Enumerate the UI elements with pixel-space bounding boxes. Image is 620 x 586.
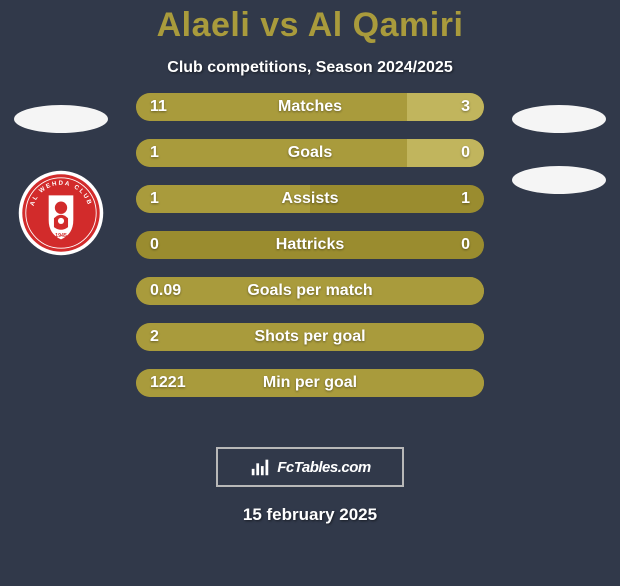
source-label: FcTables.com [277, 459, 370, 476]
bar-value-right: 1 [461, 190, 470, 208]
bar-value-left: 2 [150, 328, 159, 346]
stat-bar: 2 Shots per goal [136, 323, 484, 351]
shield-badge-icon: AL WEHDA CLUB 1945 [17, 169, 105, 257]
bar-fill-left [136, 139, 407, 167]
bar-value-right: 0 [461, 144, 470, 162]
bar-value-left: 11 [150, 98, 167, 116]
stat-bar: 0 0 Hattricks [136, 231, 484, 259]
stat-bars: 113Matches10Goals11Assists00Hattricks0.0… [136, 93, 484, 415]
page-title: Alaeli vs Al Qamiri [0, 6, 620, 45]
source-box: FcTables.com [216, 447, 404, 487]
stat-bar: 0.09 Goals per match [136, 277, 484, 305]
bar-label: Hattricks [276, 236, 344, 254]
date-label: 15 february 2025 [0, 505, 620, 525]
bar-chart-icon [249, 456, 271, 478]
subtitle: Club competitions, Season 2024/2025 [0, 59, 620, 77]
player-photo-placeholder-left [14, 105, 108, 133]
bar-fill-left [136, 93, 407, 121]
club-badge-left: AL WEHDA CLUB 1945 [14, 166, 108, 260]
stat-bar: 1 1 Assists [136, 185, 484, 213]
bar-label: Shots per goal [254, 328, 365, 346]
svg-text:1945: 1945 [55, 233, 67, 239]
bar-label: Min per goal [263, 374, 357, 392]
player-photo-placeholder-right-2 [512, 166, 606, 194]
bar-value-right: 0 [461, 236, 470, 254]
bar-value-left: 0.09 [150, 282, 181, 300]
bar-fill-right [407, 93, 484, 121]
stat-bar: 11 3 Matches [136, 93, 484, 121]
bar-value-left: 1 [150, 190, 159, 208]
bar-value-left: 1221 [150, 374, 186, 392]
bar-fill-right [407, 139, 484, 167]
bar-value-right: 3 [461, 98, 470, 116]
player-photo-placeholder-right-1 [512, 105, 606, 133]
bar-label: Goals per match [247, 282, 372, 300]
bar-label: Goals [288, 144, 332, 162]
comparison-area: AL WEHDA CLUB 1945 113Matches10Goals11As… [0, 105, 620, 435]
stat-bar: 1221 Min per goal [136, 369, 484, 397]
bar-value-left: 1 [150, 144, 159, 162]
bar-label: Matches [278, 98, 342, 116]
stat-bar: 1 0 Goals [136, 139, 484, 167]
bar-value-left: 0 [150, 236, 159, 254]
bar-label: Assists [282, 190, 339, 208]
